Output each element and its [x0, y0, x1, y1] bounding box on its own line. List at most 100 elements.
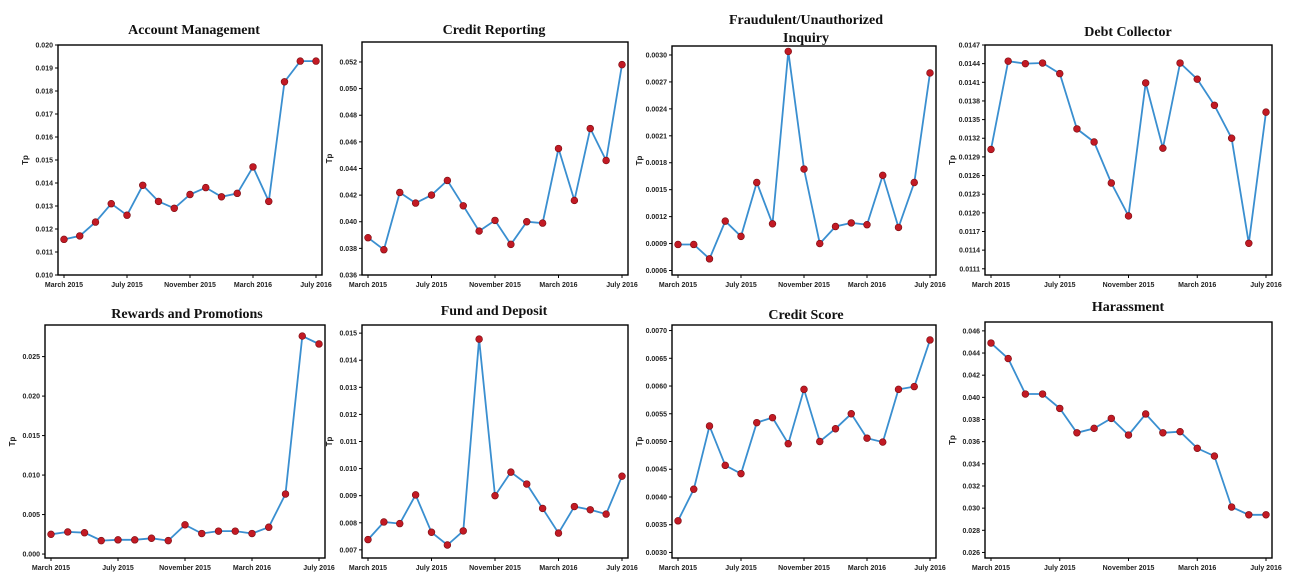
x-tick-label: July 2016	[606, 565, 638, 572]
data-point	[1141, 79, 1150, 87]
y-tick-label: 0.0009	[646, 241, 668, 248]
plot-frame	[984, 44, 1273, 276]
data-point	[538, 219, 547, 227]
x-tick-label: March 2015	[349, 282, 387, 289]
data-point	[618, 472, 626, 480]
y-tick-label: 0.0065	[646, 356, 668, 363]
y-tick-label: 0.030	[962, 506, 980, 513]
y-axis-label: Tp	[948, 435, 957, 445]
data-point	[380, 246, 388, 254]
data-point	[181, 521, 189, 529]
y-tick-label: 0.048	[339, 113, 357, 120]
x-tick-label: November 2015	[778, 282, 830, 289]
data-point	[816, 437, 824, 446]
x-tick-label: March 2016	[539, 282, 577, 289]
y-tick-label: 0.009	[339, 493, 357, 500]
data-point	[879, 171, 887, 180]
y-tick-label: 0.036	[962, 439, 980, 446]
x-tick-label: July 2015	[111, 282, 143, 289]
data-point	[602, 510, 610, 518]
data-point	[800, 165, 808, 173]
x-tick-label: March 2015	[972, 565, 1010, 572]
chart-title: Credit Reporting	[443, 23, 546, 38]
y-tick-label: 0.014	[339, 358, 357, 365]
y-tick-label: 0.008	[339, 520, 357, 527]
y-tick-label: 0.015	[339, 331, 357, 338]
y-tick-label: 0.007	[339, 547, 357, 554]
data-point	[1245, 239, 1253, 247]
x-tick-label: March 2016	[234, 282, 272, 289]
y-axis-label: Tp	[21, 155, 30, 165]
y-axis-label: Tp	[325, 154, 334, 164]
data-point	[123, 211, 131, 219]
x-tick-label: March 2016	[1178, 282, 1216, 289]
data-point	[475, 227, 483, 235]
data-point	[91, 218, 100, 226]
y-tick-label: 0.0123	[959, 192, 981, 199]
y-tick-label: 0.042	[962, 373, 980, 380]
y-tick-label: 0.005	[22, 512, 40, 519]
data-point	[570, 196, 579, 205]
y-tick-label: 0.026	[962, 550, 980, 557]
y-tick-label: 0.0018	[646, 160, 668, 167]
data-point	[364, 535, 372, 544]
data-point	[690, 240, 698, 249]
data-point	[1159, 429, 1167, 437]
y-tick-label: 0.040	[339, 219, 357, 226]
data-point	[1021, 59, 1030, 68]
y-tick-label: 0.046	[339, 139, 357, 146]
data-point	[847, 410, 855, 418]
chart-title: Account Management	[128, 23, 260, 38]
data-point	[170, 204, 178, 213]
data-point	[1038, 59, 1047, 67]
data-point	[1004, 57, 1012, 65]
data-point	[523, 218, 531, 226]
data-point	[987, 145, 995, 154]
data-point	[459, 202, 467, 210]
data-point	[737, 232, 745, 241]
data-point	[831, 222, 840, 231]
y-tick-label: 0.019	[35, 66, 53, 73]
data-point	[396, 519, 404, 528]
y-tick-label: 0.012	[35, 227, 53, 234]
y-tick-label: 0.015	[22, 433, 40, 440]
data-point	[523, 480, 531, 488]
y-tick-label: 0.020	[35, 43, 53, 50]
x-tick-label: November 2015	[1103, 565, 1155, 572]
y-tick-label: 0.011	[36, 250, 53, 257]
data-point	[265, 197, 273, 206]
series-line	[50, 334, 320, 542]
y-tick-label: 0.032	[962, 483, 980, 490]
y-tick-label: 0.011	[340, 439, 357, 446]
x-tick-label: July 2015	[1044, 565, 1076, 572]
y-tick-label: 0.000	[22, 552, 40, 559]
y-tick-label: 0.038	[339, 246, 357, 253]
plot-frame	[671, 324, 937, 559]
data-point	[1107, 414, 1116, 423]
data-point	[249, 163, 257, 171]
x-tick-label: July 2016	[606, 282, 638, 289]
y-tick-label: 0.018	[35, 89, 53, 96]
data-point	[396, 188, 404, 197]
data-point	[570, 502, 579, 511]
data-point	[554, 144, 563, 153]
data-point	[298, 332, 306, 340]
y-tick-label: 0.050	[339, 86, 357, 93]
y-tick-label: 0.0141	[959, 80, 981, 87]
y-tick-label: 0.010	[35, 273, 53, 280]
series-line	[367, 339, 623, 547]
data-point	[114, 536, 122, 544]
data-point	[586, 124, 594, 133]
data-point	[186, 190, 194, 199]
data-point	[1107, 179, 1116, 187]
y-tick-label: 0.0129	[959, 154, 981, 161]
data-point	[784, 47, 792, 56]
data-point	[1021, 390, 1030, 398]
data-point	[910, 382, 918, 391]
data-point	[164, 536, 172, 545]
y-tick-label: 0.038	[962, 417, 980, 424]
data-point	[894, 223, 903, 232]
data-point	[507, 468, 515, 476]
data-point	[768, 220, 777, 228]
data-point	[380, 518, 388, 526]
